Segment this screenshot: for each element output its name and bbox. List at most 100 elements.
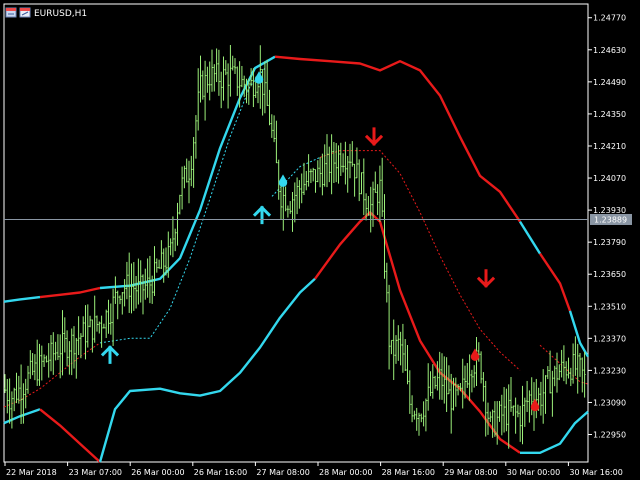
candle [119, 295, 121, 305]
x-tick-label: 22 Mar 2018 [6, 468, 57, 477]
middle-band-segment [319, 150, 521, 371]
candle [411, 395, 414, 423]
candle [300, 173, 303, 204]
candle [190, 155, 193, 187]
candle [112, 288, 115, 346]
candle [178, 194, 181, 215]
candle [229, 44, 232, 97]
candle [252, 68, 255, 108]
candle [484, 380, 487, 437]
candle [431, 364, 434, 399]
x-tick-label: 28 Mar 00:00 [319, 468, 372, 477]
candle [289, 201, 292, 214]
candle [434, 375, 437, 389]
candle [523, 397, 526, 427]
candle [236, 66, 239, 96]
candle [549, 350, 552, 394]
candle [84, 305, 87, 360]
candle [270, 114, 273, 138]
candle [374, 171, 377, 193]
candle [326, 134, 328, 188]
candle [461, 358, 464, 409]
candle [47, 343, 50, 378]
candle [560, 349, 563, 378]
candle [330, 134, 333, 195]
candle [360, 172, 363, 195]
candle [275, 120, 278, 164]
y-tick-label: 1.23790 [593, 238, 626, 247]
candle [171, 216, 174, 258]
candle [512, 405, 515, 416]
candle [312, 167, 315, 182]
candle [321, 153, 324, 196]
candle [250, 68, 253, 87]
window-menu-icon[interactable] [5, 7, 17, 18]
lower-band-segment [98, 277, 316, 463]
signals-layer [100, 71, 540, 412]
candle [365, 193, 368, 221]
candle [388, 284, 391, 370]
x-tick-label: 30 Mar 00:00 [507, 468, 560, 477]
candle [507, 384, 510, 449]
candle [332, 142, 335, 184]
y-tick-label: 1.24770 [593, 14, 626, 23]
candle [98, 321, 101, 334]
candle [553, 365, 556, 387]
candle [116, 290, 119, 320]
candle [155, 258, 158, 273]
y-tick-label: 1.24350 [593, 110, 626, 119]
candle [52, 332, 55, 375]
candle [424, 398, 427, 432]
sell-signal-dot-icon [470, 348, 480, 361]
candle [36, 339, 39, 386]
candle [238, 61, 241, 108]
candle [408, 370, 411, 414]
candle [234, 58, 236, 74]
candle [487, 402, 489, 435]
candle [576, 343, 579, 394]
candle [562, 345, 565, 382]
candle [43, 354, 46, 367]
candle [383, 194, 386, 279]
candle [355, 147, 358, 179]
candle [307, 154, 310, 187]
candle [144, 268, 147, 300]
sell-arrow-icon [364, 127, 384, 146]
candle [33, 354, 36, 381]
candle [415, 407, 418, 431]
lower-band-segment [314, 211, 521, 454]
candle [572, 343, 575, 384]
candle [535, 378, 538, 419]
candle [91, 319, 94, 353]
candle [66, 330, 69, 367]
x-tick-label: 30 Mar 16:00 [569, 468, 622, 477]
candle [342, 153, 345, 173]
candle [245, 78, 248, 104]
candle [167, 231, 170, 278]
buy-arrow-icon [100, 345, 120, 364]
candle [121, 292, 124, 315]
candle [539, 381, 542, 416]
candle [500, 394, 503, 436]
candle [427, 363, 430, 411]
candles-layer [4, 44, 586, 449]
candle [243, 75, 246, 97]
candle [296, 177, 299, 215]
candle [63, 317, 66, 353]
candle [316, 160, 319, 183]
upper-band-segment [274, 55, 521, 223]
candle [459, 382, 462, 392]
chart-title: EURUSD,H1 [34, 9, 87, 19]
y-tick-label: 1.23510 [593, 302, 626, 311]
candle [349, 143, 351, 179]
x-tick-label: 29 Mar 08:00 [444, 468, 497, 477]
y-tick-label: 1.23930 [593, 206, 626, 215]
candle [385, 262, 388, 303]
current-price-badge [590, 213, 632, 225]
candle [31, 353, 34, 376]
candle [82, 316, 85, 337]
upper-band-segment [99, 55, 276, 290]
candle [70, 328, 73, 376]
